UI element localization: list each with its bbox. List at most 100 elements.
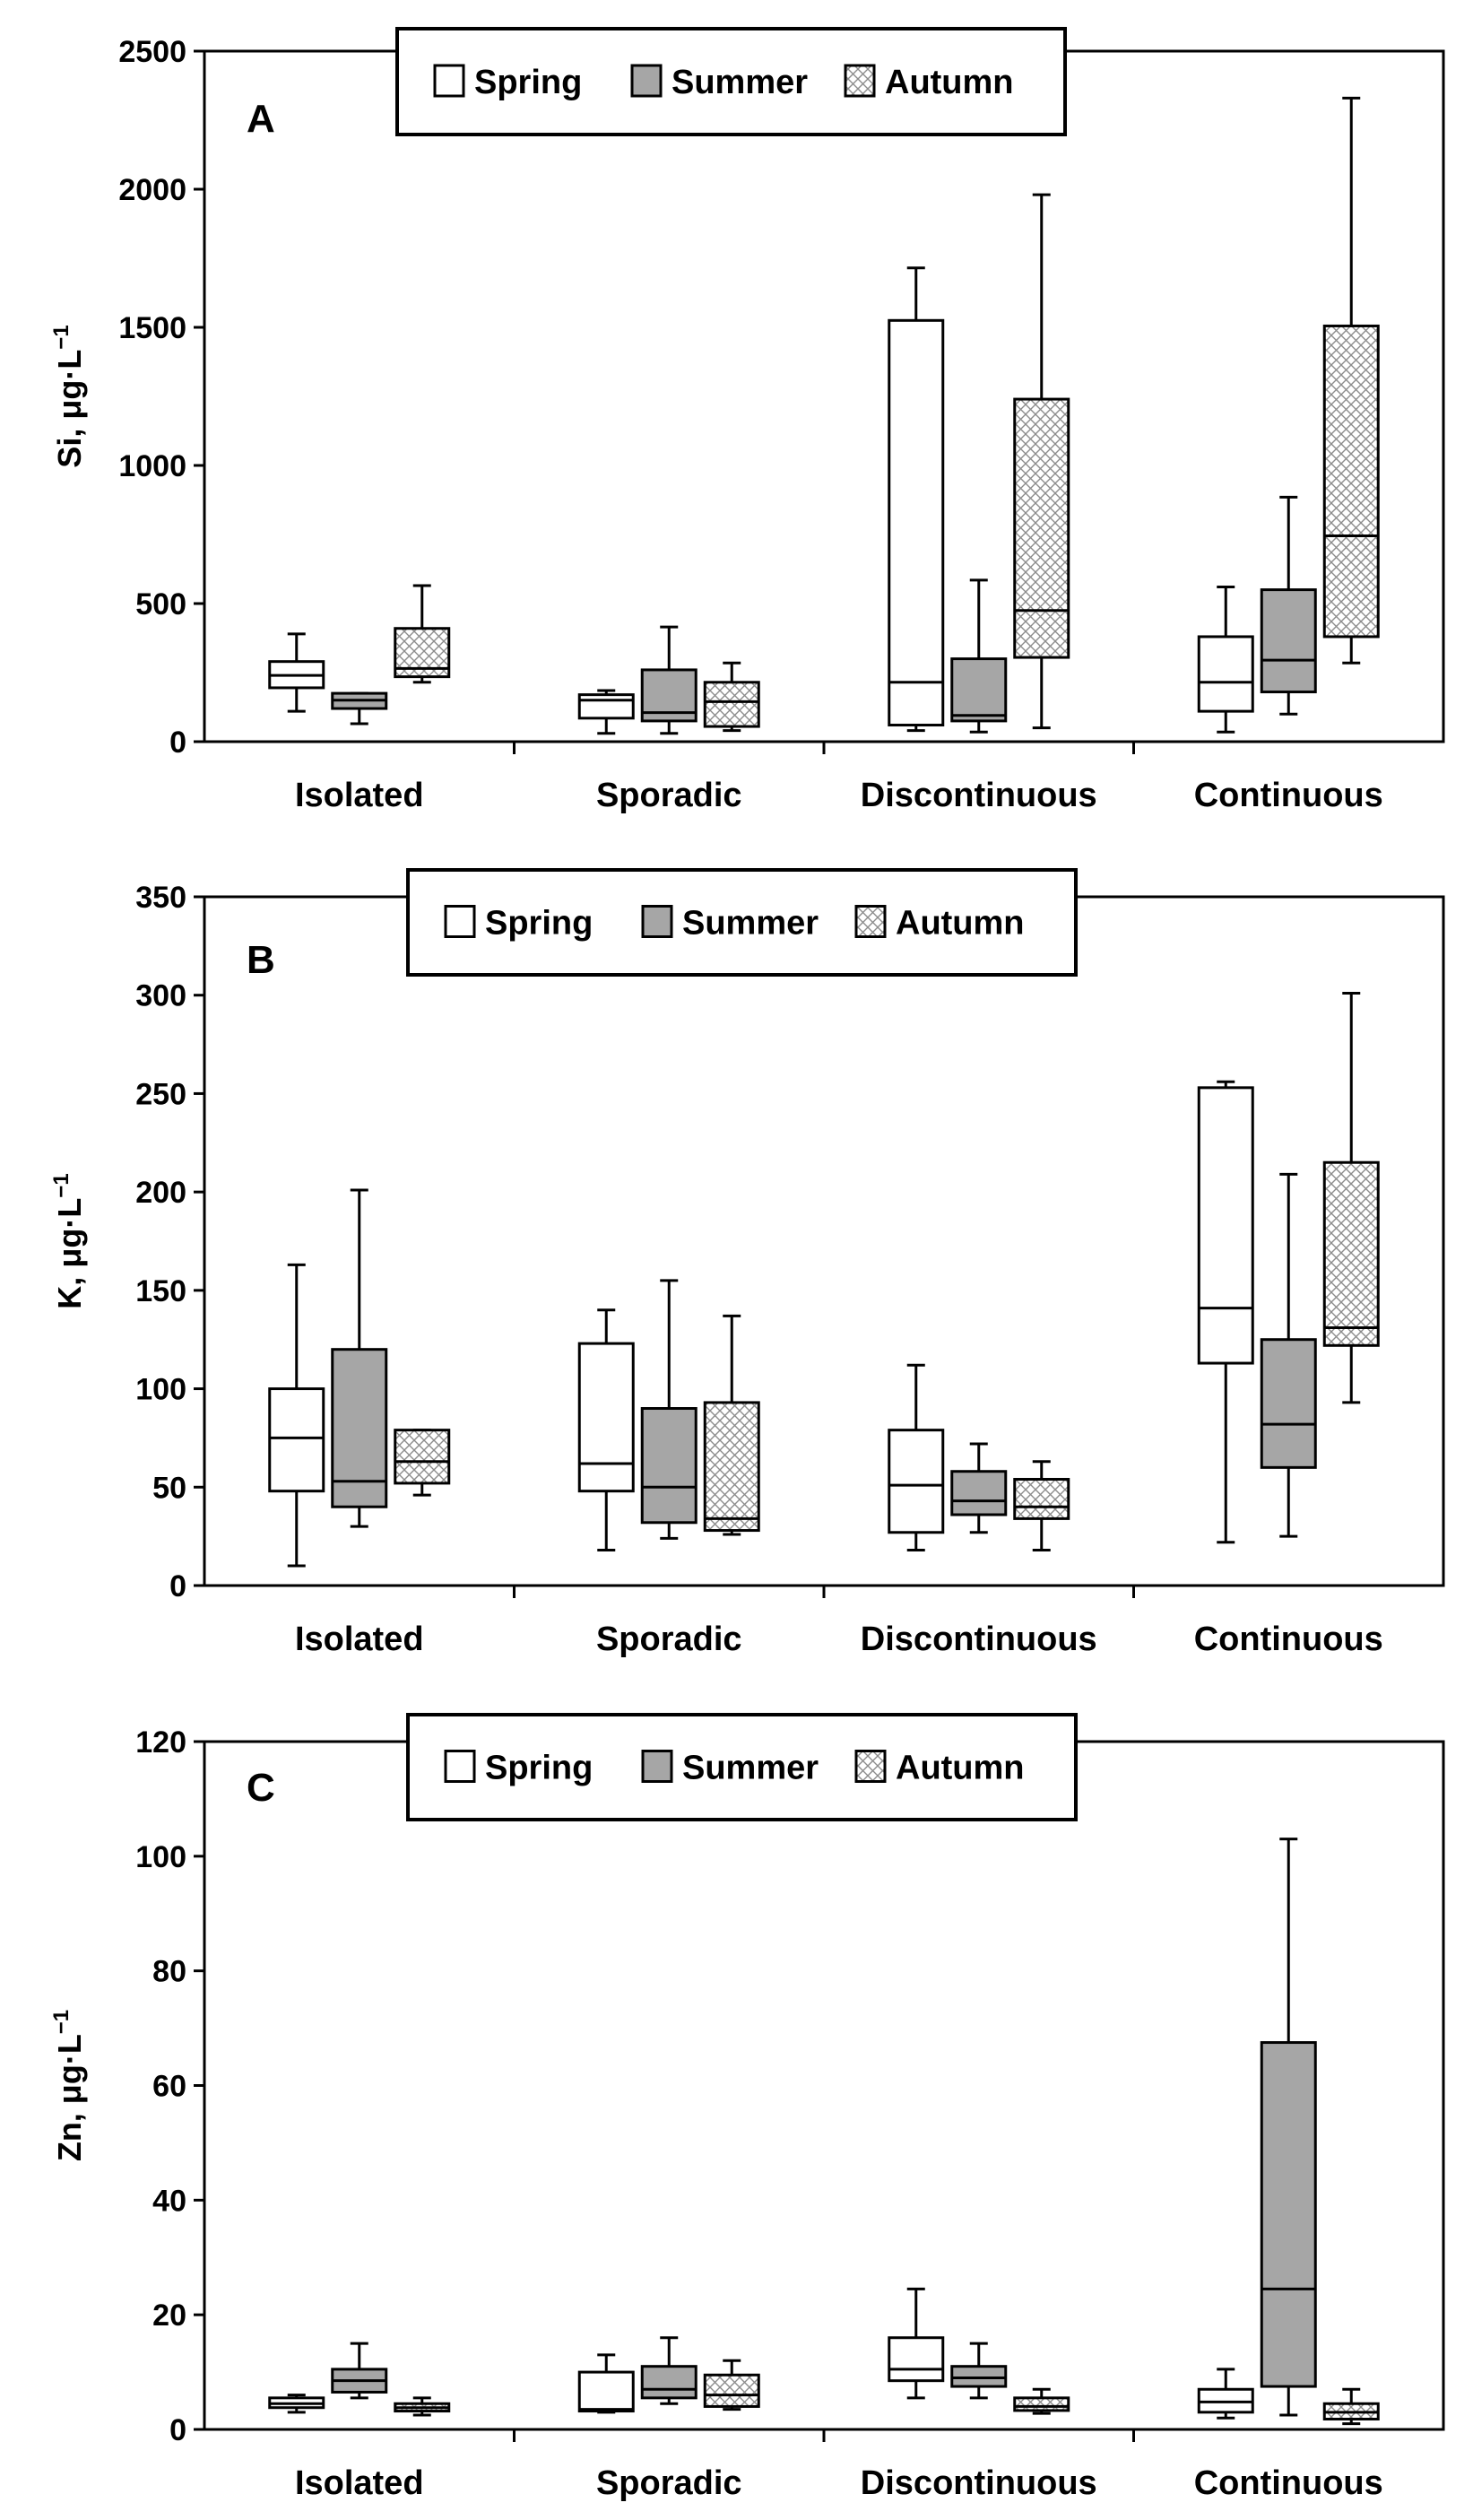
y-tick-label: 300 xyxy=(135,979,186,1013)
box-spring-sporadic xyxy=(577,1308,635,1552)
y-tick-label: 50 xyxy=(152,1471,186,1505)
box-iqr xyxy=(1013,1478,1070,1520)
y-tick-label: 0 xyxy=(169,2413,186,2447)
legend-swatch-autumn xyxy=(844,64,876,98)
box-summer-discontinuous xyxy=(950,578,1008,734)
panel-a: 0 500 1000 1500 2000 2500 Isolated Sporadic Disc… xyxy=(49,27,1445,814)
box-spring-discontinuous xyxy=(888,1363,945,1552)
box-autumn-discontinuous xyxy=(1013,193,1070,730)
box-iqr xyxy=(1260,1338,1317,1469)
legend-label-autumn: Autumn xyxy=(896,905,1025,943)
y-tick-label: 150 xyxy=(135,1274,186,1308)
legend-label-summer: Summer xyxy=(682,1750,819,1787)
y-tick-label: 1500 xyxy=(118,311,186,345)
box-iqr xyxy=(268,1387,325,1493)
box-autumn-sporadic xyxy=(703,1314,760,1536)
box-iqr xyxy=(577,2370,635,2413)
x-category-label: Sporadic xyxy=(596,777,742,814)
box-summer-discontinuous xyxy=(950,2342,1008,2400)
box-iqr xyxy=(703,2373,760,2408)
y-axis-title: K, μg·L−1 xyxy=(49,1173,88,1308)
box-spring-isolated xyxy=(268,1263,325,1568)
box-summer-discontinuous xyxy=(950,1442,1008,1534)
box-summer-sporadic xyxy=(640,625,698,735)
legend-label-spring: Spring xyxy=(474,64,582,101)
box-autumn-isolated xyxy=(394,2396,451,2417)
box-spring-isolated xyxy=(268,2394,325,2414)
x-category-label: Sporadic xyxy=(596,1621,742,1658)
y-tick-label: 0 xyxy=(169,726,186,760)
box-autumn-continuous xyxy=(1322,992,1380,1404)
box-autumn-sporadic xyxy=(703,661,760,733)
legend-swatch-summer xyxy=(641,1750,673,1783)
y-tick-label: 350 xyxy=(135,881,186,915)
y-axis-title: Si, μg·L−1 xyxy=(49,325,88,467)
legend: Spring Summer Autumn xyxy=(395,27,1067,136)
box-iqr xyxy=(950,2365,1008,2388)
x-category-label: Discontinuous xyxy=(861,2464,1097,2502)
box-summer-sporadic xyxy=(640,1279,698,1540)
box-summer-isolated xyxy=(331,2342,388,2400)
box-spring-continuous xyxy=(1197,1080,1254,1544)
box-spring-continuous xyxy=(1197,2368,1254,2420)
box-spring-sporadic xyxy=(577,2353,635,2414)
y-axis-title-superscript: −1 xyxy=(49,1173,74,1197)
box-iqr xyxy=(1013,2396,1070,2412)
legend-swatch-spring xyxy=(444,1750,476,1783)
y-tick-label: 60 xyxy=(152,2070,186,2104)
y-tick-label: 200 xyxy=(135,1176,186,1210)
x-category-label: Isolated xyxy=(295,1621,424,1658)
legend-swatch-autumn xyxy=(854,905,887,938)
y-tick-label: 100 xyxy=(135,1373,186,1407)
legend-swatch-summer xyxy=(641,905,673,938)
legend-swatch-spring xyxy=(433,64,465,98)
plot-frame xyxy=(203,49,1445,743)
box-iqr xyxy=(950,657,1008,723)
box-autumn-sporadic xyxy=(703,2359,760,2411)
box-autumn-discontinuous xyxy=(1013,2387,1070,2415)
box-iqr xyxy=(1197,1086,1254,1365)
y-tick-label: 80 xyxy=(152,1955,186,1989)
box-spring-isolated xyxy=(268,632,325,713)
panel-c: 0 20 40 60 80 100 120 Isolated Sporadic Discontin… xyxy=(49,1713,1445,2502)
x-category-label: Isolated xyxy=(295,2464,424,2502)
y-tick-label: 1000 xyxy=(118,449,186,483)
box-iqr xyxy=(703,1401,760,1533)
legend-frame xyxy=(395,27,1067,136)
y-axis-title-main: Si, μg·L xyxy=(51,350,88,468)
x-category-label: Continuous xyxy=(1194,777,1383,814)
x-category-label: Discontinuous xyxy=(861,777,1097,814)
box-iqr xyxy=(1013,397,1070,659)
y-tick-label: 40 xyxy=(152,2184,186,2218)
panel-label: A xyxy=(247,97,275,141)
x-category-label: Continuous xyxy=(1194,2464,1383,2502)
legend-label-summer: Summer xyxy=(682,905,819,943)
legend-label-autumn: Autumn xyxy=(885,64,1014,101)
legend-label-summer: Summer xyxy=(672,64,808,101)
box-iqr xyxy=(1322,1160,1380,1347)
legend-frame xyxy=(406,1713,1078,1821)
panel-label: B xyxy=(247,938,275,982)
box-iqr xyxy=(888,318,945,727)
y-tick-label: 120 xyxy=(135,1725,186,1760)
box-iqr xyxy=(640,1407,698,1525)
box-spring-continuous xyxy=(1197,586,1254,734)
box-autumn-continuous xyxy=(1322,96,1380,665)
box-summer-sporadic xyxy=(640,2336,698,2405)
x-category-label: Isolated xyxy=(295,777,424,814)
x-category-label: Sporadic xyxy=(596,2464,742,2502)
box-iqr xyxy=(950,1470,1008,1516)
y-tick-label: 20 xyxy=(152,2298,186,2333)
box-iqr xyxy=(1197,635,1254,713)
box-autumn-continuous xyxy=(1322,2387,1380,2426)
box-iqr xyxy=(888,2336,945,2383)
box-iqr xyxy=(577,1342,635,1493)
y-tick-label: 0 xyxy=(169,1569,186,1603)
y-axis-title-main: K, μg·L xyxy=(51,1198,88,1309)
box-autumn-discontinuous xyxy=(1013,1460,1070,1552)
legend: Spring Summer Autumn xyxy=(406,868,1078,977)
box-autumn-isolated xyxy=(394,1429,451,1497)
legend-label-spring: Spring xyxy=(485,1750,593,1787)
box-spring-discontinuous xyxy=(888,2287,945,2400)
